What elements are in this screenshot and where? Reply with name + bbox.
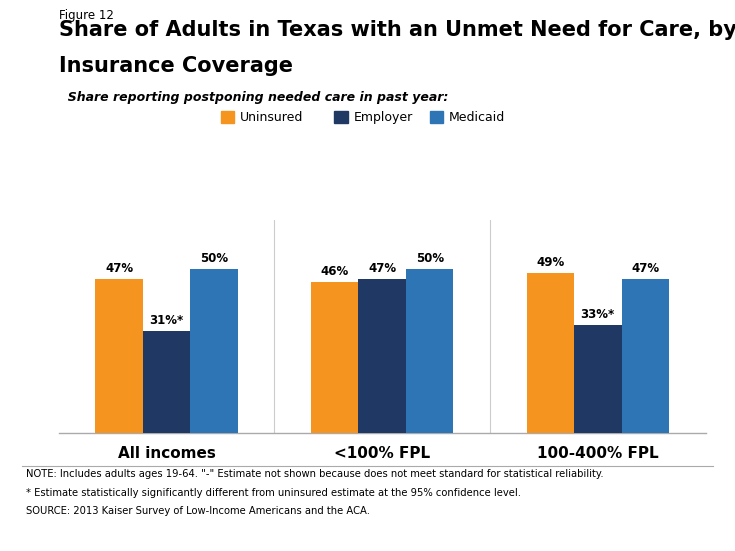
Text: FOUNDATION: FOUNDATION [628,529,691,538]
Text: FAMILY: FAMILY [633,510,686,524]
Text: 49%: 49% [537,256,564,269]
Text: Medicaid: Medicaid [449,111,506,124]
Text: 47%: 47% [631,262,659,276]
Text: Share reporting postponing needed care in past year:: Share reporting postponing needed care i… [59,91,448,104]
Bar [190,269,237,433]
Bar [574,325,622,433]
Bar [527,273,574,433]
Text: 31%*: 31%* [149,315,184,327]
Text: 47%: 47% [368,262,396,276]
Text: Share of Adults in Texas with an Unmet Need for Care, by: Share of Adults in Texas with an Unmet N… [59,20,735,40]
Text: Employer: Employer [354,111,413,124]
Bar [143,331,190,433]
Text: Figure 12: Figure 12 [59,9,114,23]
Text: Insurance Coverage: Insurance Coverage [59,56,293,76]
Text: KAISER: KAISER [631,494,688,508]
Bar [359,279,406,433]
Text: 50%: 50% [415,252,444,266]
Bar [311,283,359,433]
Text: 33%*: 33%* [581,308,615,321]
Text: THE HENRY J.: THE HENRY J. [631,480,688,489]
Bar [96,279,143,433]
Text: 47%: 47% [105,262,133,276]
Text: 50%: 50% [200,252,228,266]
Bar [406,269,453,433]
Text: Uninsured: Uninsured [240,111,303,124]
Text: NOTE: Includes adults ages 19-64. "-" Estimate not shown because does not meet s: NOTE: Includes adults ages 19-64. "-" Es… [26,469,603,479]
Text: SOURCE: 2013 Kaiser Survey of Low-Income Americans and the ACA.: SOURCE: 2013 Kaiser Survey of Low-Income… [26,506,370,516]
Text: 46%: 46% [320,266,349,278]
Bar [622,279,669,433]
Text: * Estimate statistically significantly different from uninsured estimate at the : * Estimate statistically significantly d… [26,488,520,498]
